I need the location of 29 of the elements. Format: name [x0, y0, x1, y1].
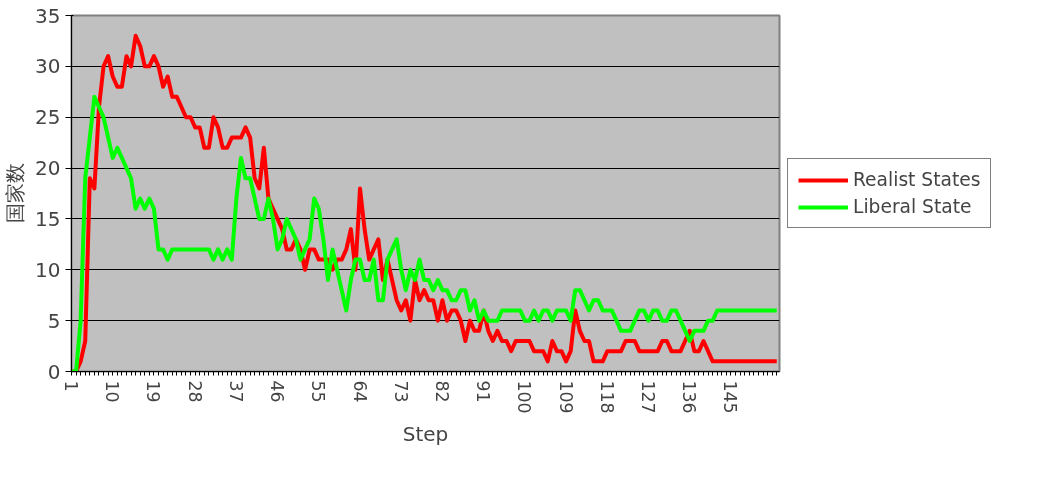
x-tick-label: 145	[720, 380, 741, 414]
x-tick-label: 73	[390, 380, 411, 403]
x-tick-label: 46	[267, 380, 288, 403]
x-tick-label: 37	[225, 380, 246, 403]
y-tick-label: 35	[35, 3, 61, 28]
x-tick-label: 127	[638, 380, 659, 414]
x-tick-label: 55	[308, 380, 329, 403]
x-tick-label: 118	[596, 380, 617, 414]
y-tick-label: 0	[47, 359, 61, 384]
x-tick-label: 10	[102, 380, 123, 403]
x-tick-label: 91	[473, 380, 494, 403]
x-tick-label: 82	[431, 380, 452, 403]
y-axis-title: 国家数	[3, 163, 28, 224]
legend-label: Realist States	[853, 169, 981, 190]
x-tick-label: 19	[143, 380, 164, 403]
x-tick-label: 136	[679, 380, 700, 414]
y-tick-label: 30	[35, 54, 61, 79]
y-tick-label: 20	[35, 156, 61, 181]
x-tick-label: 1	[61, 380, 81, 392]
x-tick-label: 109	[555, 380, 576, 414]
x-tick-label: 100	[514, 380, 535, 414]
y-tick-label: 25	[35, 105, 61, 130]
x-tick-label: 64	[349, 380, 370, 403]
y-tick-label: 15	[35, 206, 61, 231]
y-tick-label: 5	[47, 308, 61, 333]
y-tick-label: 10	[35, 257, 61, 282]
x-tick-label: 28	[184, 380, 205, 403]
legend-label: Liberal State	[853, 196, 972, 217]
x-axis-title: Step	[402, 421, 449, 446]
